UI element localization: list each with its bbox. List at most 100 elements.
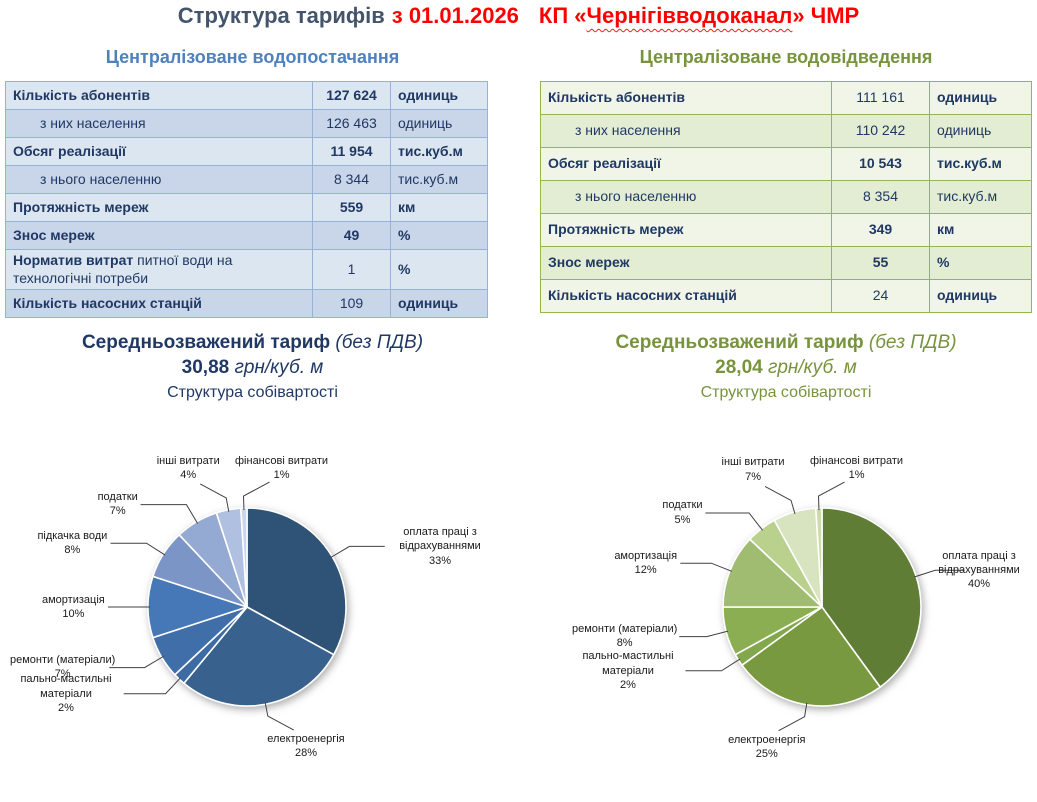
section-heading-water-supply: Централізоване водопостачання xyxy=(105,47,400,67)
pie-label-percent: 2% xyxy=(58,701,74,714)
pie-label-percent: 10% xyxy=(62,607,85,620)
pie-label: електроенергія 28% xyxy=(267,732,344,761)
table-row: Кількість абонентів 111 161 одиниць xyxy=(540,81,1032,115)
tariff-subtitle: Структура собівартості xyxy=(700,384,872,401)
cell-value: 55 xyxy=(831,246,930,280)
cell-label: з них населення xyxy=(5,109,313,138)
page-title-company: КП «Чернігівводоканал» ЧМР xyxy=(539,3,859,28)
pie-leader-line xyxy=(680,562,732,572)
pie-label-percent: 5% xyxy=(674,513,691,526)
pie-label-text: підкачка води xyxy=(37,529,108,542)
table-row: Протяжність мереж 559 км xyxy=(5,193,488,222)
tariff-unit: грн/куб. м xyxy=(767,357,857,378)
pie-label-percent: 25% xyxy=(755,747,778,760)
cell-unit: одиниць xyxy=(929,81,1032,115)
tariff-subtitle: Структура собівартості xyxy=(167,384,338,401)
cell-value: 1 xyxy=(312,249,391,290)
water-supply-tariff: Середньозважений тариф (без ПДВ) 30,88 г… xyxy=(0,332,505,402)
water-supply-pie-chart: оплата праці з відрахуваннями 33% електрое… xyxy=(8,452,498,800)
cell-value: 8 344 xyxy=(312,165,391,194)
cell-label: Кількість насосних станцій xyxy=(540,279,832,313)
table-body: Кількість абонентів 111 161 одиниць з них н… xyxy=(540,81,1032,313)
cell-label: Протяжність мереж xyxy=(540,213,832,247)
pie-label-text: ремонти (матеріали) xyxy=(10,654,116,667)
page-title: Структура тарифів з 01.01.2026 КП «Чернігі… xyxy=(0,0,1037,29)
wastewater-table: Кількість абонентів 111 161 одиниць з них н… xyxy=(540,81,1032,313)
pie-label-text: оплата праці з відрахуваннями xyxy=(399,525,481,553)
wastewater-pie-chart: оплата праці з відрахуваннями 40% електрое… xyxy=(570,452,1037,800)
pie-label-percent: 28% xyxy=(294,747,317,760)
cell-value: 349 xyxy=(831,213,930,247)
pie-label-text: пально-мастильні матеріали xyxy=(582,650,674,677)
pie-leader-line xyxy=(685,658,741,672)
table-row: Обсяг реалізації 10 543 тис.куб.м xyxy=(540,147,1032,181)
cell-value: 49 xyxy=(312,221,391,250)
pie-label: фінансові витрати 1% xyxy=(235,454,328,483)
table-row: Кількість насосних станцій 24 одиниць xyxy=(540,279,1032,313)
pie-label-percent: 1% xyxy=(273,469,290,482)
cell-value: 110 242 xyxy=(831,114,930,148)
pie-leader-line xyxy=(679,630,729,638)
company-name-misspell-underline: Чернігівводоканал xyxy=(586,3,793,28)
pie-label-text: інші витрати xyxy=(156,455,220,467)
cell-unit: % xyxy=(390,221,488,250)
pie-label: ремонти (матеріали) 8% xyxy=(572,622,677,651)
pie-label-percent: 7% xyxy=(745,470,761,483)
pie-label: амортизація 10% xyxy=(42,593,105,622)
cell-label: Кількість насосних станцій xyxy=(5,289,313,318)
tariff-value: 28,04 xyxy=(715,357,763,378)
tariff-value: 30,88 xyxy=(181,357,230,378)
cell-unit: % xyxy=(929,246,1032,280)
pie-label-text: податки xyxy=(97,491,138,504)
cell-unit: тис.куб.м xyxy=(929,180,1032,214)
pie-label-percent: 8% xyxy=(64,544,81,557)
pie-label-text: електроенергія xyxy=(267,733,345,746)
pie-label-text: ремонти (матеріали) xyxy=(572,623,678,636)
pie-leader-line xyxy=(110,542,166,556)
pie-label-text: фінансові витрати xyxy=(235,455,329,467)
pie-leader-line xyxy=(264,702,295,731)
pie-label: оплата праці з відрахуваннями 33% xyxy=(384,525,496,568)
pie-leader-line xyxy=(778,702,808,732)
cell-value: 126 463 xyxy=(312,109,391,138)
pie-label-text: фінансові витрати xyxy=(810,455,904,467)
pie-leader-line xyxy=(199,483,230,512)
tariff-title: Середньозважений тариф (без ПДВ) xyxy=(0,332,505,354)
section-heading-wastewater: Централізоване водовідведення xyxy=(639,47,933,67)
pie-label-percent: 1% xyxy=(848,469,865,482)
cell-unit: тис.куб.м xyxy=(929,147,1032,181)
pie-svg xyxy=(679,481,965,732)
cell-unit: одиниць xyxy=(390,289,488,318)
pie-leader-line xyxy=(914,569,965,578)
pie-label-percent: 7% xyxy=(54,668,71,681)
tariff-title-bold: Середньозважений тариф xyxy=(615,332,864,353)
table-row: з них населення 110 242 одиниць xyxy=(540,114,1032,148)
table-row: з нього населенню 8 344 тис.куб.м xyxy=(5,165,488,194)
pie-label: фінансові витрати 1% xyxy=(810,454,903,483)
pie-label-percent: 33% xyxy=(428,554,452,567)
data-table: Кількість абонентів 111 161 одиниць з них н… xyxy=(540,81,1032,313)
cell-label: з нього населенню xyxy=(5,165,313,194)
cell-unit: одиниць xyxy=(390,81,488,110)
table-body: Кількість абонентів 127 624 одиниць з них н… xyxy=(5,81,488,318)
pie-label: інші витрати 4% xyxy=(157,454,220,483)
table-row: з них населення 126 463 одиниць xyxy=(5,109,488,138)
table-row: Обсяг реалізації 11 954 тис.куб.м xyxy=(5,137,488,166)
pie-label-text: амортизація xyxy=(614,549,678,562)
pie-leader-line xyxy=(140,504,199,524)
table-row: Протяжність мереж 349 км xyxy=(540,213,1032,247)
tariff-value-line: 28,04 грн/куб. м xyxy=(535,357,1037,379)
pie-label-text: пально-мастильні матеріали xyxy=(20,673,112,700)
pie-label-percent: 40% xyxy=(967,578,991,591)
tariff-title: Середньозважений тариф (без ПДВ) xyxy=(535,332,1037,354)
pie-label: податки 7% xyxy=(98,490,138,519)
cell-unit: одиниць xyxy=(929,279,1032,313)
cell-label: з них населення xyxy=(540,114,832,148)
tariff-title-italic: (без ПДВ) xyxy=(335,332,424,353)
pie-label-text: оплата праці з відрахуваннями xyxy=(938,549,1020,577)
pie-label-percent: 8% xyxy=(616,637,633,650)
pie-label: амортизація 12% xyxy=(614,549,677,578)
cell-value: 11 954 xyxy=(312,137,391,166)
pie-leader-line xyxy=(764,485,796,514)
cell-label: Знос мереж xyxy=(5,221,313,250)
